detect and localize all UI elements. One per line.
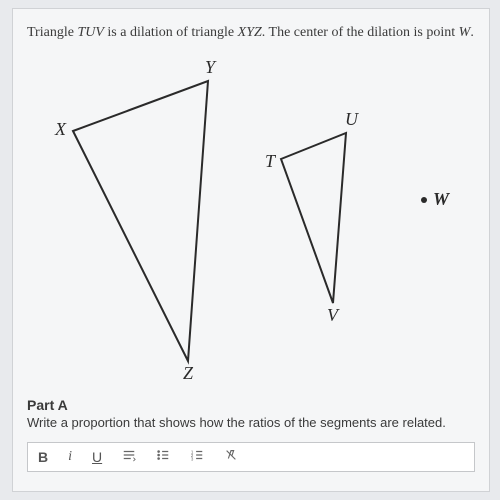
- format-icon: [122, 448, 136, 462]
- vertex-label-y: Y: [205, 57, 215, 78]
- triangle-1-name: TUV: [77, 25, 103, 40]
- text-mid2: . The center of the dilation is point: [262, 25, 459, 40]
- numbered-list-button[interactable]: 123: [190, 448, 204, 465]
- triangle-2-name: XYZ: [238, 25, 262, 40]
- vertex-label-w: W: [433, 189, 449, 210]
- text-prefix: Triangle: [27, 25, 77, 40]
- part-a-prompt: Write a proportion that shows how the ra…: [13, 415, 489, 438]
- part-a-heading: Part A: [13, 391, 489, 415]
- triangle-xyz: [73, 81, 208, 361]
- triangle-tuv: [281, 133, 346, 303]
- text-suffix: .: [470, 25, 474, 40]
- format-dropdown-button[interactable]: [122, 448, 136, 465]
- vertex-label-x: X: [55, 119, 66, 140]
- vertex-label-t: T: [265, 151, 275, 172]
- clear-format-icon: [224, 448, 238, 462]
- clear-format-button[interactable]: [224, 448, 238, 465]
- text-mid: is a dilation of triangle: [104, 25, 238, 40]
- numbered-list-icon: 123: [190, 448, 204, 462]
- geometry-diagram: X Y Z T U V W: [13, 51, 489, 391]
- underline-button[interactable]: U: [92, 449, 102, 465]
- bullet-list-button[interactable]: [156, 448, 170, 465]
- point-w-dot: [421, 197, 427, 203]
- svg-text:3: 3: [191, 456, 194, 461]
- italic-button[interactable]: i: [68, 449, 72, 465]
- center-point-name: W: [459, 25, 471, 40]
- problem-statement: Triangle TUV is a dilation of triangle X…: [13, 9, 489, 51]
- vertex-label-u: U: [345, 109, 358, 130]
- bold-button[interactable]: B: [38, 449, 48, 465]
- vertex-label-v: V: [327, 305, 338, 326]
- problem-panel: Triangle TUV is a dilation of triangle X…: [12, 8, 490, 492]
- bullet-list-icon: [156, 448, 170, 462]
- diagram-svg: [13, 51, 473, 391]
- answer-editor[interactable]: B i U 123: [27, 442, 475, 472]
- vertex-label-z: Z: [183, 363, 193, 384]
